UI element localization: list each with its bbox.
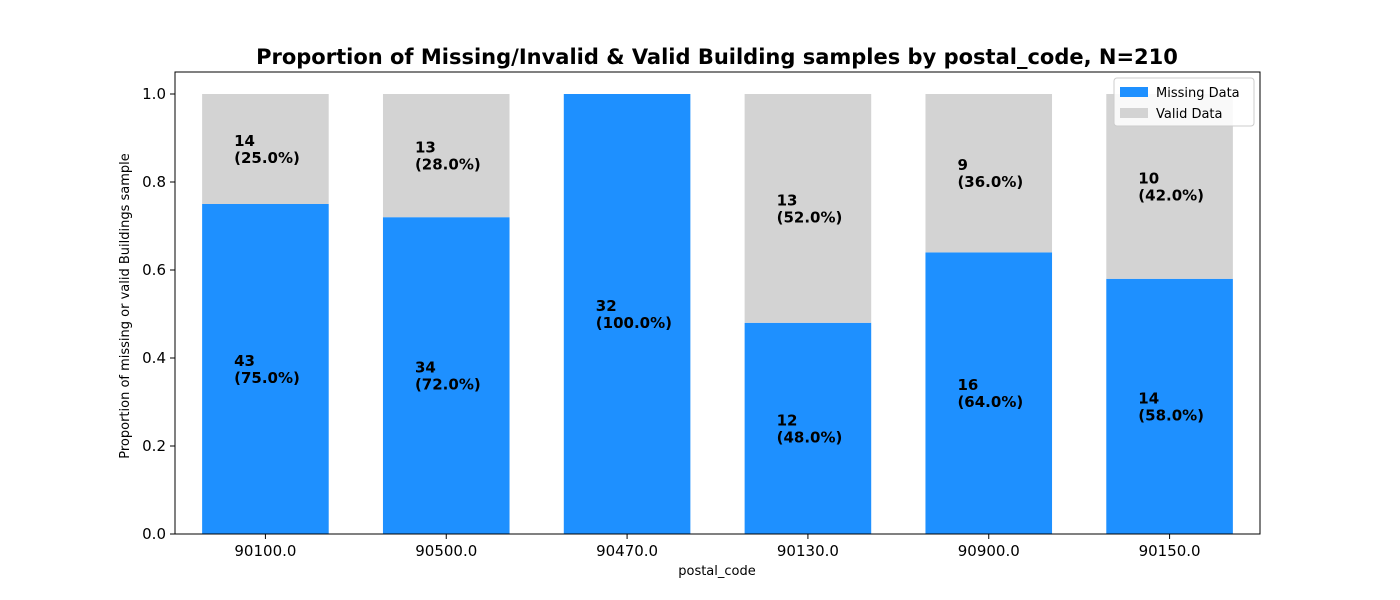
- bar-valid-0: [202, 94, 329, 204]
- bar-valid-1: [382, 94, 510, 218]
- legend-label-1: Valid Data: [1156, 107, 1223, 122]
- bar-label-missing-3: 12 (48.0%): [777, 411, 843, 446]
- bar-label-missing-0: 43 (75.0%): [234, 352, 300, 387]
- bar-missing-1: [382, 217, 510, 534]
- bar-missing-4: [925, 252, 1053, 534]
- x-axis-ticks: 90100.0 90500.0 90470.0 90130.0 90900.0 90150…: [234, 534, 1201, 560]
- legend-label-0: Missing Data: [1156, 86, 1240, 101]
- bar-label-missing-4: 16 (64.0%): [957, 376, 1023, 411]
- y-tick-label-0: 0.0: [142, 525, 166, 543]
- y-axis-ticks: 0.0 0.2 0.4 0.6 0.8 1.0: [142, 85, 175, 543]
- x-tick-label-3: 90130.0: [777, 542, 839, 560]
- legend-box: [1113, 77, 1255, 127]
- bar-labels-group: 43 (75.0%) 14 (25.0%) 34 (72.0%) 13 (28.0%) 32 (1…: [234, 132, 1204, 446]
- plot-frame: [174, 71, 1261, 535]
- bar-label-valid-0: 14 (25.0%): [234, 132, 300, 167]
- bar-label-missing-2: 32 (100.0%): [596, 297, 672, 332]
- bar-missing-3: [744, 322, 872, 534]
- legend-swatch-0: [1120, 87, 1148, 97]
- bar-label-missing-5: 14 (58.0%): [1138, 389, 1204, 424]
- bar-missing-0: [202, 204, 329, 534]
- bar-missing-2: [563, 94, 691, 534]
- bars-group: [202, 94, 1233, 534]
- y-tick-label-2: 0.4: [142, 349, 166, 367]
- y-tick-label-4: 0.8: [142, 173, 166, 191]
- y-axis-label: Proportion of missing or valid Buildings…: [118, 153, 133, 459]
- y-tick-label-5: 1.0: [142, 85, 166, 103]
- legend-swatch-1: [1120, 108, 1148, 118]
- x-tick-label-4: 90900.0: [958, 542, 1020, 560]
- y-tick-label-3: 0.6: [142, 261, 166, 279]
- bar-valid-3: [744, 94, 872, 323]
- bar-valid-4: [925, 94, 1053, 253]
- bar-label-valid-1: 13 (28.0%): [415, 139, 481, 174]
- legend: Missing Data Valid Data: [1113, 77, 1255, 127]
- bar-label-valid-3: 13 (52.0%): [777, 191, 843, 226]
- x-tick-label-5: 90150.0: [1139, 542, 1201, 560]
- y-tick-label-1: 0.2: [142, 437, 166, 455]
- bar-label-valid-4: 9 (36.0%): [957, 156, 1023, 191]
- x-tick-label-0: 90100.0: [234, 542, 296, 560]
- bar-label-valid-5: 10 (42.0%): [1138, 169, 1204, 204]
- chart-title: Proportion of Missing/Invalid & Valid Bu…: [256, 45, 1178, 69]
- x-axis-label: postal_code: [678, 564, 756, 579]
- x-tick-label-1: 90500.0: [415, 542, 477, 560]
- bar-label-missing-1: 34 (72.0%): [415, 359, 481, 394]
- bar-missing-5: [1106, 278, 1233, 534]
- x-tick-label-2: 90470.0: [596, 542, 658, 560]
